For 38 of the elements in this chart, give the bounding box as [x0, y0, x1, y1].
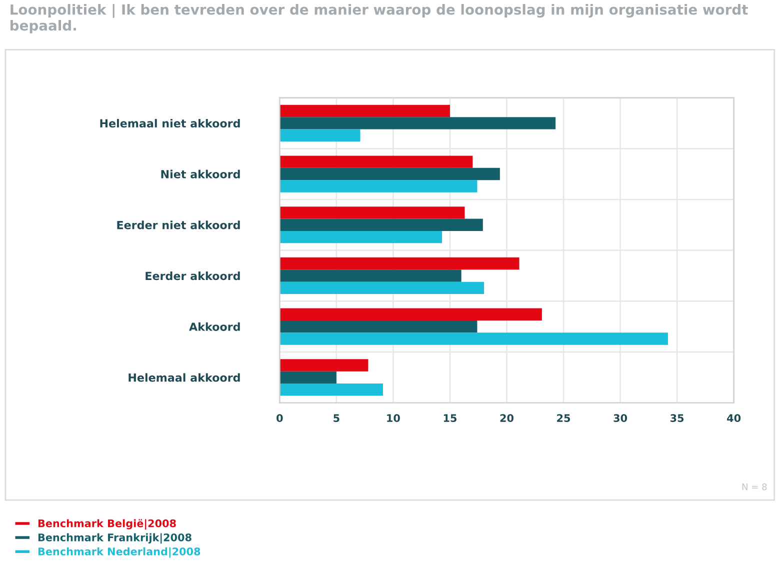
y-tick-label: Eerder akkoord: [146, 272, 240, 280]
bar: [280, 384, 383, 396]
legend-label: Benchmark België|2008: [38, 519, 176, 530]
bar: [280, 332, 668, 345]
bar: [280, 206, 465, 219]
x-tick-label: 30: [614, 414, 628, 422]
bar: [280, 117, 556, 130]
legend-label: Benchmark Nederland|2008: [38, 547, 200, 558]
y-tick-label: Niet akkoord: [161, 170, 240, 178]
bar: [280, 218, 483, 231]
x-tick-label: 35: [670, 414, 684, 422]
y-tick-label: Helemaal akkoord: [128, 373, 240, 382]
y-tick-label: Eerder niet akkoord: [117, 220, 240, 230]
bar: [280, 282, 484, 294]
x-tick-label: 20: [500, 414, 514, 422]
y-tick-label: Akkoord: [189, 322, 240, 331]
bar: [280, 371, 336, 384]
bar: [280, 168, 500, 180]
x-tick-label: 40: [727, 414, 741, 422]
x-tick-label: 10: [387, 414, 400, 422]
bar: [280, 257, 520, 270]
bar: [280, 230, 442, 244]
chart-title: Loonpolitiek | Ik ben tevreden over de manier waarop de loonopslag in mijn organisatie wordt bepaald.: [10, 4, 748, 34]
bar: [280, 308, 542, 320]
bar: [280, 129, 360, 142]
text: N = 8: [742, 483, 767, 490]
legend-label: Benchmark Frankrijk|2008: [38, 533, 192, 544]
x-tick-label: 5: [334, 414, 340, 422]
bar: [280, 270, 462, 282]
x-tick-label: 15: [444, 414, 456, 422]
bar: [280, 359, 368, 372]
x-tick-label: 0: [276, 414, 283, 422]
bar: [280, 104, 450, 118]
bar: [280, 180, 478, 192]
bar: [280, 320, 478, 333]
x-tick-label: 25: [557, 414, 570, 422]
y-tick-label: Helemaal niet akkoord: [100, 118, 240, 128]
bar: [280, 156, 473, 168]
